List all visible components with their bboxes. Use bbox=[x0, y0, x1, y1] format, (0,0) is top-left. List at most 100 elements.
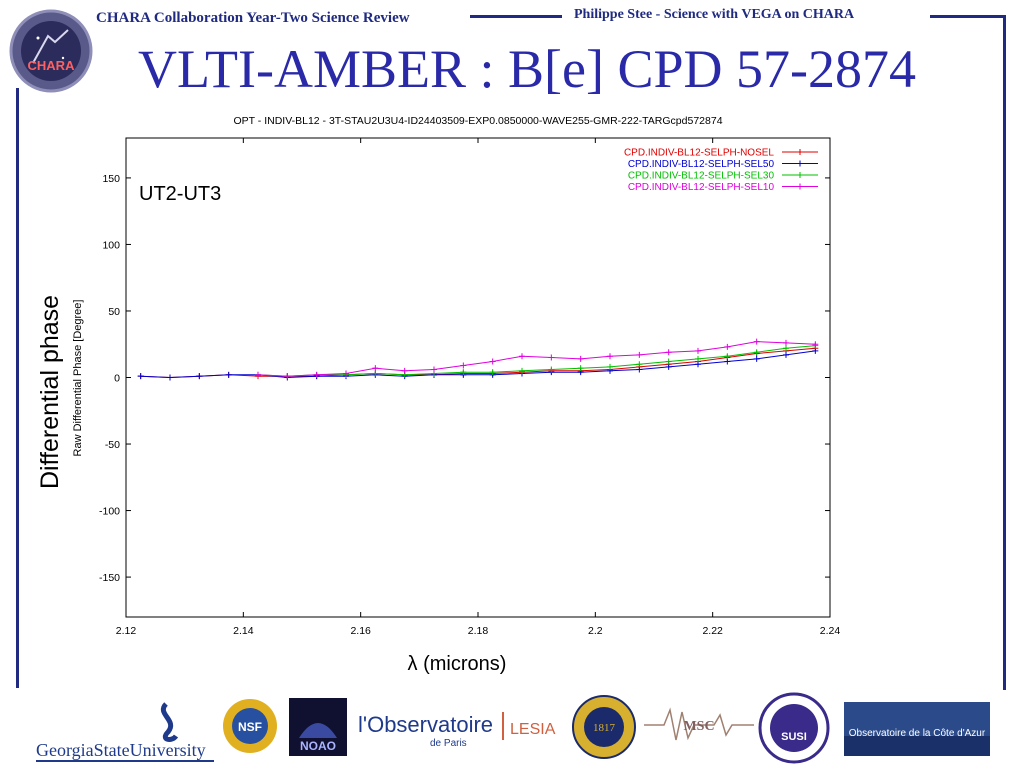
data-point bbox=[519, 367, 525, 374]
legend-label: CPD.INDIV-BL12-SELPH-SEL10 bbox=[628, 182, 775, 193]
slide-title: VLTI-AMBER : B[e] CPD 57-2874 bbox=[138, 39, 916, 99]
data-point bbox=[783, 345, 789, 352]
x-axis-label: λ (microns) bbox=[408, 653, 507, 675]
data-point bbox=[783, 339, 789, 346]
series-line bbox=[140, 347, 816, 379]
data-point bbox=[167, 374, 173, 381]
chara-logo-label: CHARA bbox=[28, 58, 76, 73]
data-point bbox=[783, 351, 789, 358]
x-tick-label: 2.2 bbox=[588, 625, 603, 637]
plot-frame bbox=[125, 137, 831, 618]
lesia-logo: LESIA bbox=[502, 712, 556, 740]
data-point bbox=[548, 366, 555, 373]
data-point bbox=[636, 351, 643, 358]
data-point bbox=[489, 369, 496, 376]
series-line bbox=[140, 350, 816, 379]
nsf-logo: NSF bbox=[223, 699, 277, 753]
x-tick-label: 2.22 bbox=[702, 625, 723, 637]
lesia-text: LESIA bbox=[510, 721, 556, 738]
data-point bbox=[313, 371, 320, 378]
y-tick-label: 50 bbox=[108, 306, 120, 318]
y-tick-label: -150 bbox=[99, 572, 120, 584]
observatoire-paris-logo: l'Observatoire de Paris bbox=[358, 712, 493, 749]
differential-phase-chart: OPT - INDIV-BL12 - 3T-STAU2U3U4-ID244035… bbox=[36, 115, 840, 675]
observatoire-paris-subtext: de Paris bbox=[430, 738, 467, 749]
y-tick-label: -100 bbox=[99, 506, 120, 518]
legend-label: CPD.INDIV-BL12-SELPH-SEL30 bbox=[628, 171, 775, 182]
data-point bbox=[665, 358, 672, 365]
data-point bbox=[401, 367, 408, 374]
data-point bbox=[372, 365, 379, 372]
legend-label: CPD.INDIV-BL12-SELPH-SEL50 bbox=[628, 159, 775, 170]
data-point bbox=[548, 354, 555, 361]
data-point bbox=[372, 370, 379, 377]
chart-title: OPT - INDIV-BL12 - 3T-STAU2U3U4-ID244035… bbox=[233, 115, 722, 127]
data-point bbox=[343, 370, 349, 377]
axis-ticks: 2.12 2.14 2.16 2.18 2.2 2.22 2.24 -150 -100 -50 0 5… bbox=[99, 138, 840, 637]
data-point bbox=[636, 361, 643, 368]
data-point bbox=[196, 373, 203, 380]
data-point bbox=[489, 358, 496, 365]
y-tick-label: 100 bbox=[102, 239, 120, 251]
data-point bbox=[431, 366, 437, 373]
cote-azur-text: Observatoire de la Côte d'Azur bbox=[849, 728, 986, 739]
data-point bbox=[695, 361, 701, 368]
data-point bbox=[137, 373, 144, 380]
georgia-state-logo: GeorgiaStateUniversity bbox=[36, 702, 214, 762]
university-michigan-logo: 1817 bbox=[572, 695, 636, 759]
msc-text: MSC bbox=[683, 719, 714, 734]
frame-top-line-2 bbox=[930, 15, 1004, 18]
x-tick-label: 2.14 bbox=[233, 625, 254, 637]
frame-left-line bbox=[16, 88, 19, 688]
series-line bbox=[257, 345, 816, 377]
data-point bbox=[284, 373, 291, 380]
susi-logo: SUSI bbox=[758, 692, 830, 764]
y-axis-label: Raw Differential Phase [Degree] bbox=[72, 300, 84, 457]
data-point bbox=[665, 363, 672, 370]
noao-text: NOAO bbox=[300, 739, 336, 753]
data-point bbox=[255, 371, 261, 378]
data-point bbox=[753, 355, 760, 362]
series-line bbox=[257, 341, 816, 377]
data-point bbox=[753, 338, 760, 345]
baseline-annotation: UT2-UT3 bbox=[139, 183, 221, 205]
header-right-text: Philippe Stee - Science with VEGA on CHA… bbox=[574, 7, 855, 22]
side-label: Differential phase bbox=[36, 295, 64, 489]
chart-legend: CPD.INDIV-BL12-SELPH-NOSELCPD.INDIV-BL12… bbox=[624, 148, 818, 193]
data-point bbox=[607, 353, 613, 360]
observatoire-paris-text: l'Observatoire bbox=[358, 712, 493, 737]
series-3 bbox=[255, 338, 819, 380]
data-point bbox=[665, 349, 672, 356]
data-point bbox=[607, 363, 613, 370]
data-point bbox=[636, 366, 643, 373]
x-tick-label: 2.12 bbox=[116, 625, 137, 637]
data-point bbox=[812, 341, 819, 348]
data-point bbox=[460, 369, 467, 376]
footer-logos: GeorgiaStateUniversity NSF NOAO l'Observ… bbox=[0, 688, 1024, 768]
data-point bbox=[724, 358, 731, 365]
legend-label: CPD.INDIV-BL12-SELPH-NOSEL bbox=[624, 148, 774, 159]
x-tick-label: 2.16 bbox=[350, 625, 371, 637]
michigan-text: 1817 bbox=[593, 722, 616, 734]
msc-logo: MSC bbox=[644, 707, 754, 741]
observatoire-cote-azur-logo: Observatoire de la Côte d'Azur bbox=[844, 702, 990, 756]
nsf-text: NSF bbox=[238, 720, 262, 734]
frame-top-line-1 bbox=[470, 15, 562, 18]
chara-logo: CHARA bbox=[9, 9, 93, 93]
noao-logo: NOAO bbox=[289, 698, 347, 756]
frame-right-line bbox=[1003, 15, 1006, 690]
data-point bbox=[753, 349, 760, 356]
data-point bbox=[724, 353, 731, 360]
data-point bbox=[577, 365, 584, 372]
series-lines bbox=[137, 338, 819, 381]
data-point bbox=[695, 355, 701, 362]
data-point bbox=[519, 353, 525, 360]
data-point bbox=[460, 362, 467, 369]
data-point bbox=[577, 355, 584, 362]
y-tick-label: -50 bbox=[105, 439, 120, 451]
data-point bbox=[695, 347, 701, 354]
data-point bbox=[225, 371, 232, 378]
georgia-state-text: GeorgiaStateUniversity bbox=[36, 740, 206, 760]
y-tick-label: 150 bbox=[102, 173, 120, 185]
x-tick-label: 2.18 bbox=[468, 625, 489, 637]
